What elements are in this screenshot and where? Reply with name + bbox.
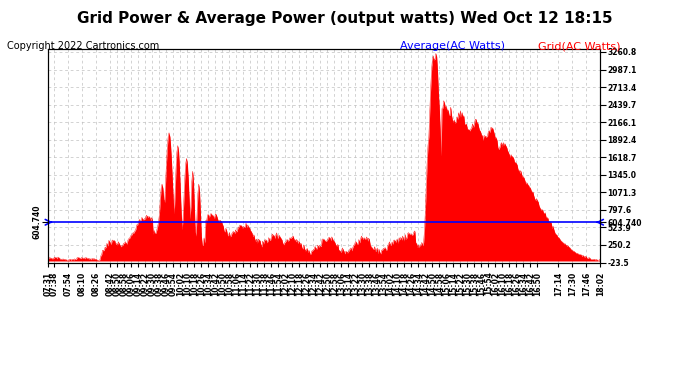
Text: Grid(AC Watts): Grid(AC Watts) [538, 41, 621, 51]
Text: Grid Power & Average Power (output watts) Wed Oct 12 18:15: Grid Power & Average Power (output watts… [77, 11, 613, 26]
Text: Average(AC Watts): Average(AC Watts) [400, 41, 505, 51]
Text: Copyright 2022 Cartronics.com: Copyright 2022 Cartronics.com [7, 41, 159, 51]
